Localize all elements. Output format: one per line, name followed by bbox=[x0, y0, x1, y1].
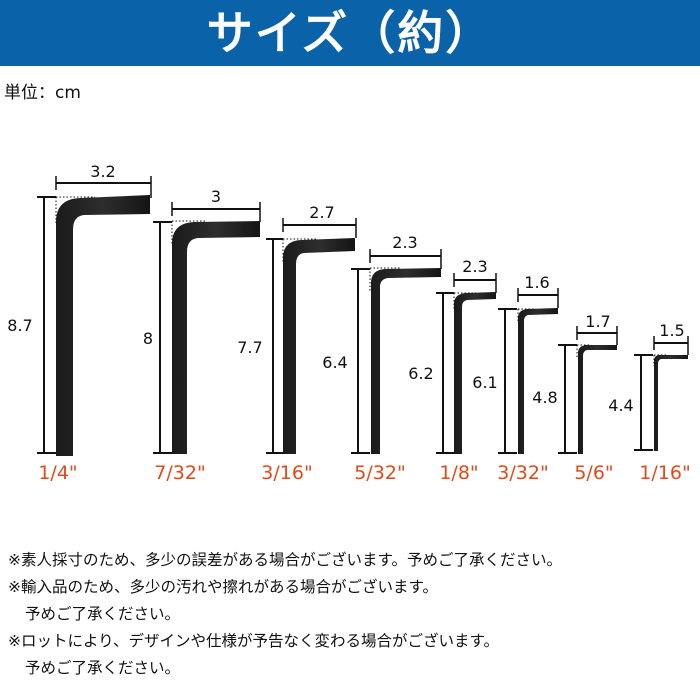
width-value: 2.7 bbox=[309, 203, 334, 222]
length-value: 6.1 bbox=[472, 373, 497, 392]
width-value: 1.7 bbox=[585, 312, 610, 331]
hex-key-5-32: 2.3 6.4 bbox=[322, 233, 442, 454]
note-lot: ※ロットにより、デザインや仕様が予告なく変わる場合がございます。 bbox=[8, 632, 500, 650]
length-value: 8 bbox=[143, 329, 153, 348]
size-label-1-8: 1/8" bbox=[439, 462, 479, 484]
hex-key-7-32: 3 8 bbox=[143, 187, 261, 454]
size-label-5-32: 5/32" bbox=[354, 462, 406, 484]
size-label-7-32: 7/32" bbox=[154, 462, 206, 484]
width-value: 2.3 bbox=[462, 257, 487, 276]
hex-key-1-8: 2.3 6.2 bbox=[408, 257, 497, 454]
width-value: 2.3 bbox=[392, 233, 417, 252]
length-value: 7.7 bbox=[237, 338, 262, 357]
width-value: 1.5 bbox=[659, 321, 684, 340]
unit-label: 単位：cm bbox=[4, 83, 81, 103]
page-title: サイズ（約） bbox=[206, 6, 494, 60]
hex-key-3-32: 1.6 6.1 bbox=[472, 273, 559, 454]
size-label-1-16: 1/16" bbox=[639, 462, 691, 484]
hex-key-1-4: 3.2 8.7 bbox=[7, 162, 152, 456]
length-value: 4.4 bbox=[608, 396, 633, 415]
length-value: 6.4 bbox=[322, 353, 347, 372]
width-value: 3 bbox=[211, 187, 221, 206]
note-imported: ※輸入品のため、多少の汚れや擦れがある場合がございます。 bbox=[8, 578, 438, 596]
size-label-1-4: 1/4" bbox=[38, 462, 78, 484]
width-value: 3.2 bbox=[90, 162, 115, 181]
hex-key-5-6: 1.7 4.8 bbox=[532, 312, 618, 454]
length-value: 4.8 bbox=[532, 388, 557, 407]
size-label-3-16: 3/16" bbox=[261, 462, 313, 484]
disclaimer-notes: ※素人採寸のため、多少の誤差がある場合がございます。予めご了承ください。 ※輸入… bbox=[8, 547, 562, 682]
title-banner: サイズ（約） bbox=[0, 0, 700, 66]
width-value: 1.6 bbox=[524, 273, 549, 292]
note-imported-cont: 予めご了承ください。 bbox=[25, 605, 181, 623]
length-value: 8.7 bbox=[7, 316, 32, 335]
length-value: 6.2 bbox=[408, 364, 433, 383]
note-measurement: ※素人採寸のため、多少の誤差がある場合がございます。予めご了承ください。 bbox=[8, 551, 562, 569]
size-label-3-32: 3/32" bbox=[497, 462, 549, 484]
hex-key-3-16: 2.7 7.7 bbox=[237, 203, 357, 454]
note-lot-cont: 予めご了承ください。 bbox=[25, 659, 181, 677]
hex-key-1-16: 1.5 4.4 bbox=[608, 321, 689, 451]
size-label-5-6: 5/6" bbox=[574, 462, 614, 484]
